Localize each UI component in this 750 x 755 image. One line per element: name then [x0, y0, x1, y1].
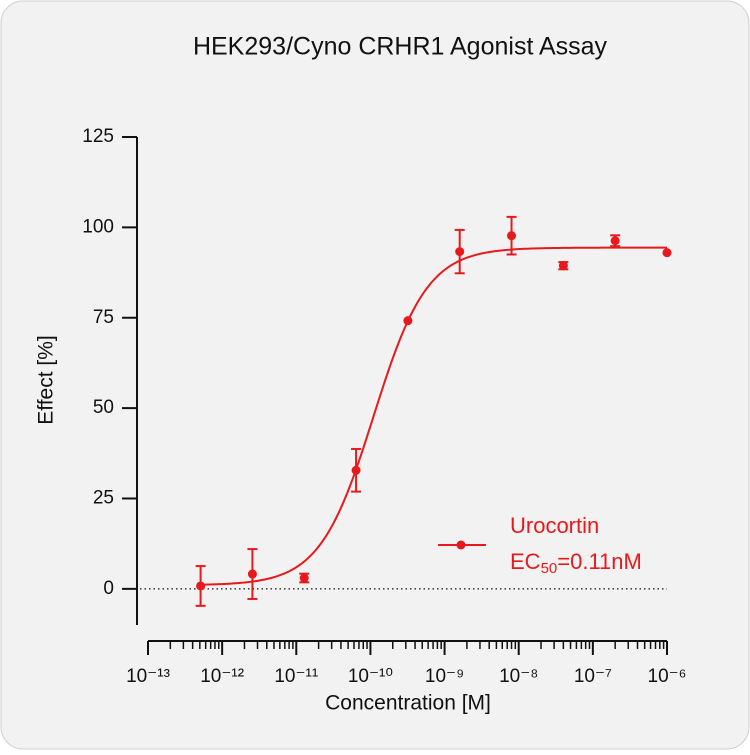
data-point — [662, 248, 672, 258]
ec50-label: EC50=0.11nM — [510, 549, 642, 577]
x-tick-label: 10⁻¹⁰ — [348, 666, 393, 687]
data-point — [455, 247, 465, 257]
fit-curve — [200, 246, 667, 586]
x-tick-label: 10⁻¹¹ — [274, 666, 318, 687]
x-tick-label: 10⁻⁸ — [499, 666, 538, 687]
ec50-suffix: =0.11nM — [557, 549, 642, 574]
y-tick-label: 100 — [82, 216, 114, 237]
data-point — [351, 465, 361, 475]
y-axis-label: Effect [%] — [35, 335, 58, 425]
legend-marker — [456, 540, 466, 550]
x-tick-label: 10⁻¹² — [200, 666, 244, 687]
data-point — [507, 231, 517, 241]
ec50-prefix: EC — [510, 549, 541, 574]
data-point — [610, 236, 620, 246]
x-axis-label: Concentration [M] — [325, 692, 491, 715]
data-point — [558, 261, 568, 271]
x-tick-label: 10⁻⁷ — [574, 666, 612, 687]
data-point — [403, 316, 413, 326]
data-point — [196, 581, 206, 591]
x-tick-label: 10⁻⁹ — [425, 666, 464, 687]
x-tick-label: 10⁻⁶ — [648, 666, 687, 687]
data-point — [247, 569, 257, 579]
x-tick-label: 10⁻¹³ — [126, 666, 170, 687]
y-tick-label: 0 — [103, 578, 114, 599]
ec50-subscript: 50 — [541, 560, 558, 577]
y-tick-label: 75 — [93, 307, 114, 328]
chart-title: HEK293/Cyno CRHR1 Agonist Assay — [193, 33, 608, 61]
legend-label: Urocortin — [510, 513, 599, 538]
y-tick-label: 50 — [93, 397, 114, 418]
y-tick-label: 25 — [93, 487, 114, 508]
data-point — [299, 573, 309, 583]
y-tick-label: 125 — [82, 126, 114, 147]
